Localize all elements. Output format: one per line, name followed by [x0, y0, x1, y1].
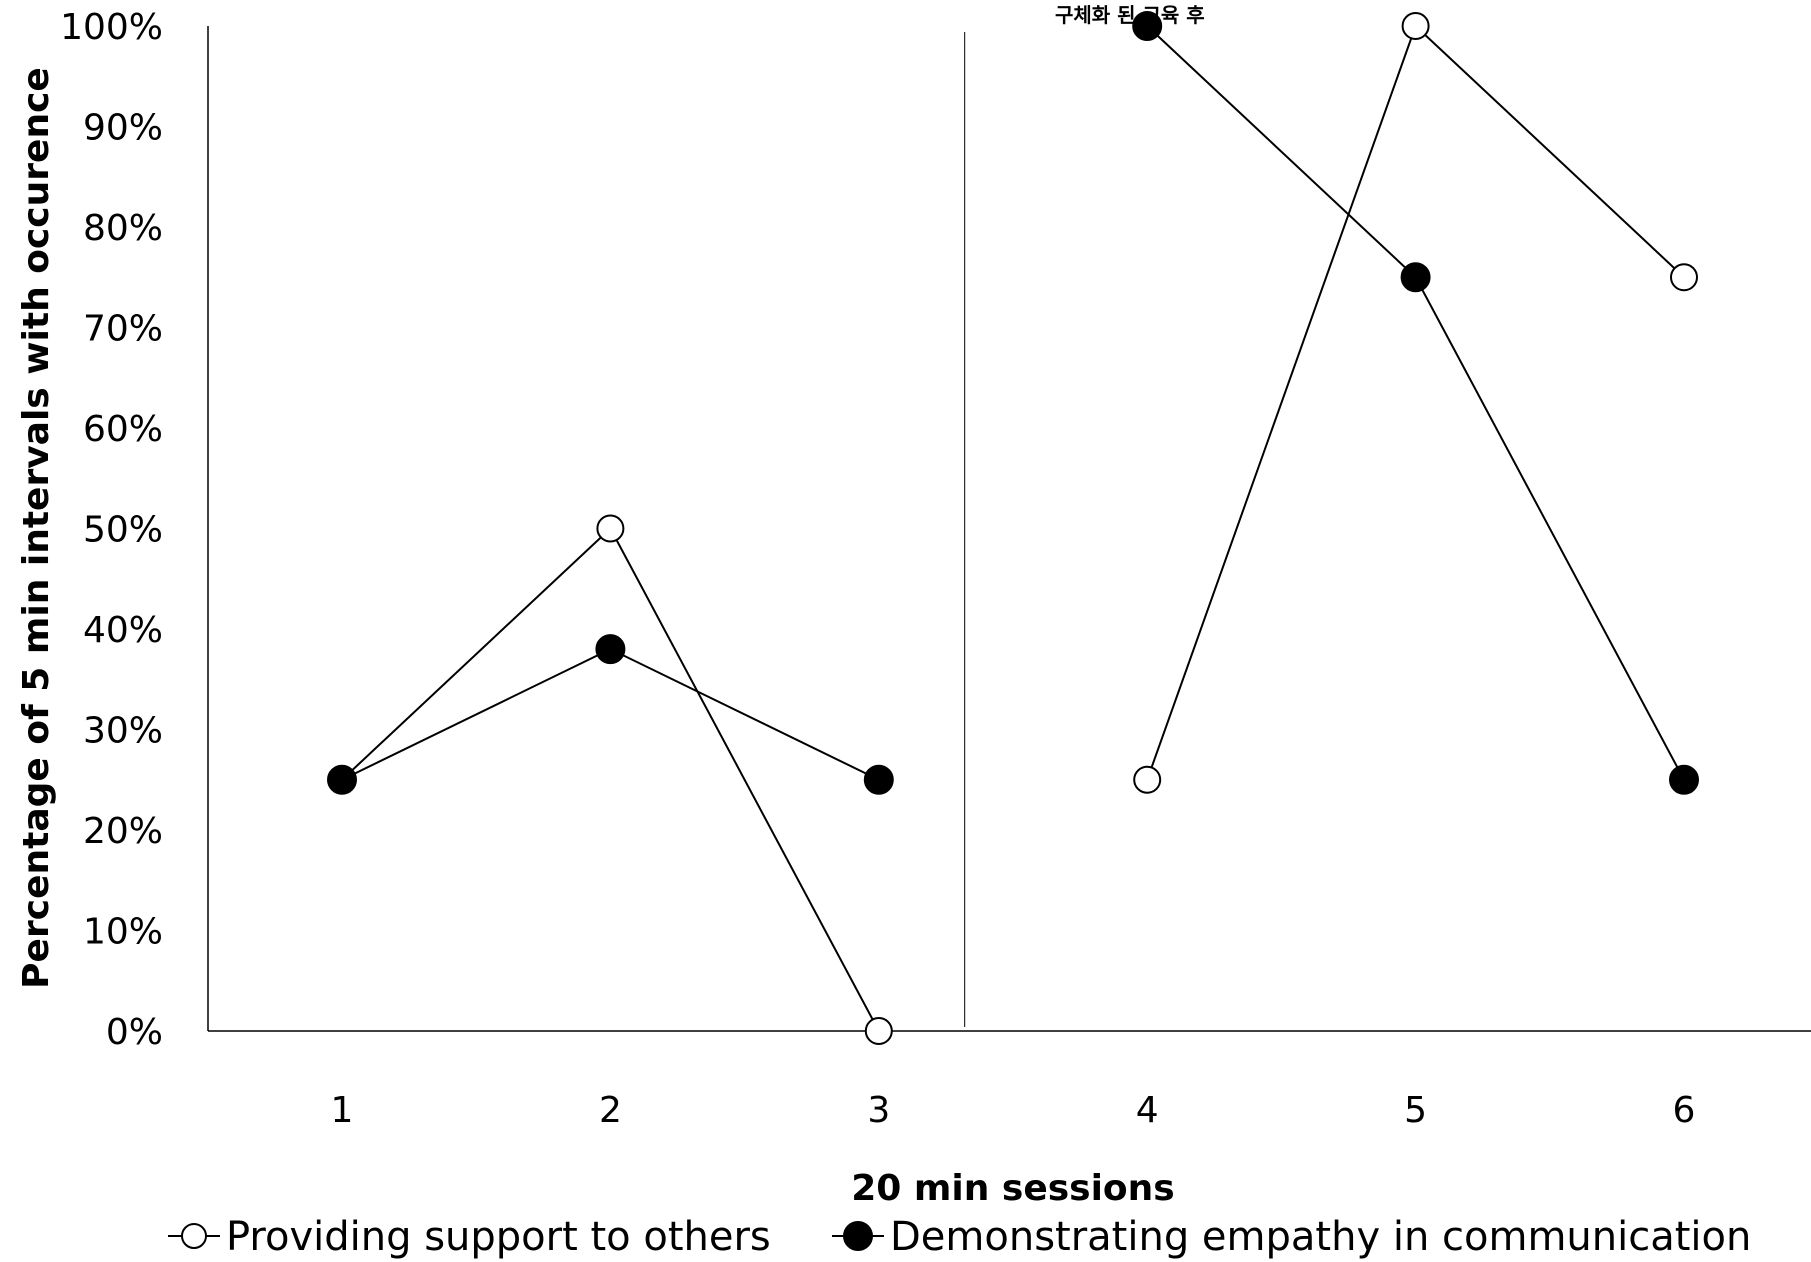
data-point-open [596, 514, 625, 543]
data-point-filled [327, 764, 357, 795]
data-point-filled [1669, 764, 1699, 795]
legend-marker-filled [843, 1221, 873, 1251]
data-point-filled [595, 634, 626, 665]
legend: Providing support to others Demonstrating… [168, 1214, 1751, 1260]
x-tick-label: 5 [1404, 1090, 1427, 1131]
y-tick-label: 80% [83, 208, 163, 249]
x-tick-label: 1 [331, 1090, 354, 1131]
legend-marker-open [181, 1223, 207, 1249]
data-point-open [1670, 263, 1698, 292]
x-axis-title: 20 min sessions [851, 1168, 1174, 1209]
data-point-open [1401, 12, 1430, 40]
x-tick-label: 2 [599, 1090, 622, 1131]
x-tick-label: 6 [1673, 1090, 1696, 1131]
series-layer [327, 11, 1699, 1045]
y-tick-label: 40% [83, 610, 163, 651]
y-tick-label: 60% [83, 409, 163, 450]
x-tick-label: 4 [1136, 1090, 1159, 1131]
y-tick-label: 30% [83, 711, 163, 752]
y-tick-label: 20% [83, 811, 163, 852]
data-point-filled [1132, 11, 1163, 41]
series-line [1146, 24, 1685, 781]
data-point-open [864, 1017, 893, 1045]
x-tick-labels: 1 2 3 4 5 6 [331, 1090, 1696, 1131]
y-tick-label: 10% [83, 912, 163, 953]
phase-annotation: 구체화 된 교육 후 [1055, 3, 1205, 27]
y-tick-label: 90% [83, 108, 163, 149]
y-tick-labels: 0% 10% 20% 30% 40% 50% 60% 70% 80% 90% 100% [60, 7, 163, 1053]
y-tick-label: 70% [83, 309, 163, 350]
series-line [341, 647, 880, 781]
x-tick-label: 3 [867, 1090, 890, 1131]
legend-label: Demonstrating empathy in communication [890, 1214, 1751, 1260]
y-tick-label: 50% [83, 510, 163, 551]
y-axis-title: Percentage of 5 min intervals with occur… [16, 67, 57, 989]
legend-label: Providing support to others [226, 1214, 771, 1260]
data-point-filled [863, 764, 894, 795]
y-tick-label: 0% [106, 1012, 163, 1053]
data-point-filled [1400, 262, 1431, 293]
y-tick-label: 100% [60, 7, 163, 48]
series-line [341, 526, 880, 1032]
data-point-open [1133, 765, 1162, 794]
series-line [1146, 25, 1685, 781]
